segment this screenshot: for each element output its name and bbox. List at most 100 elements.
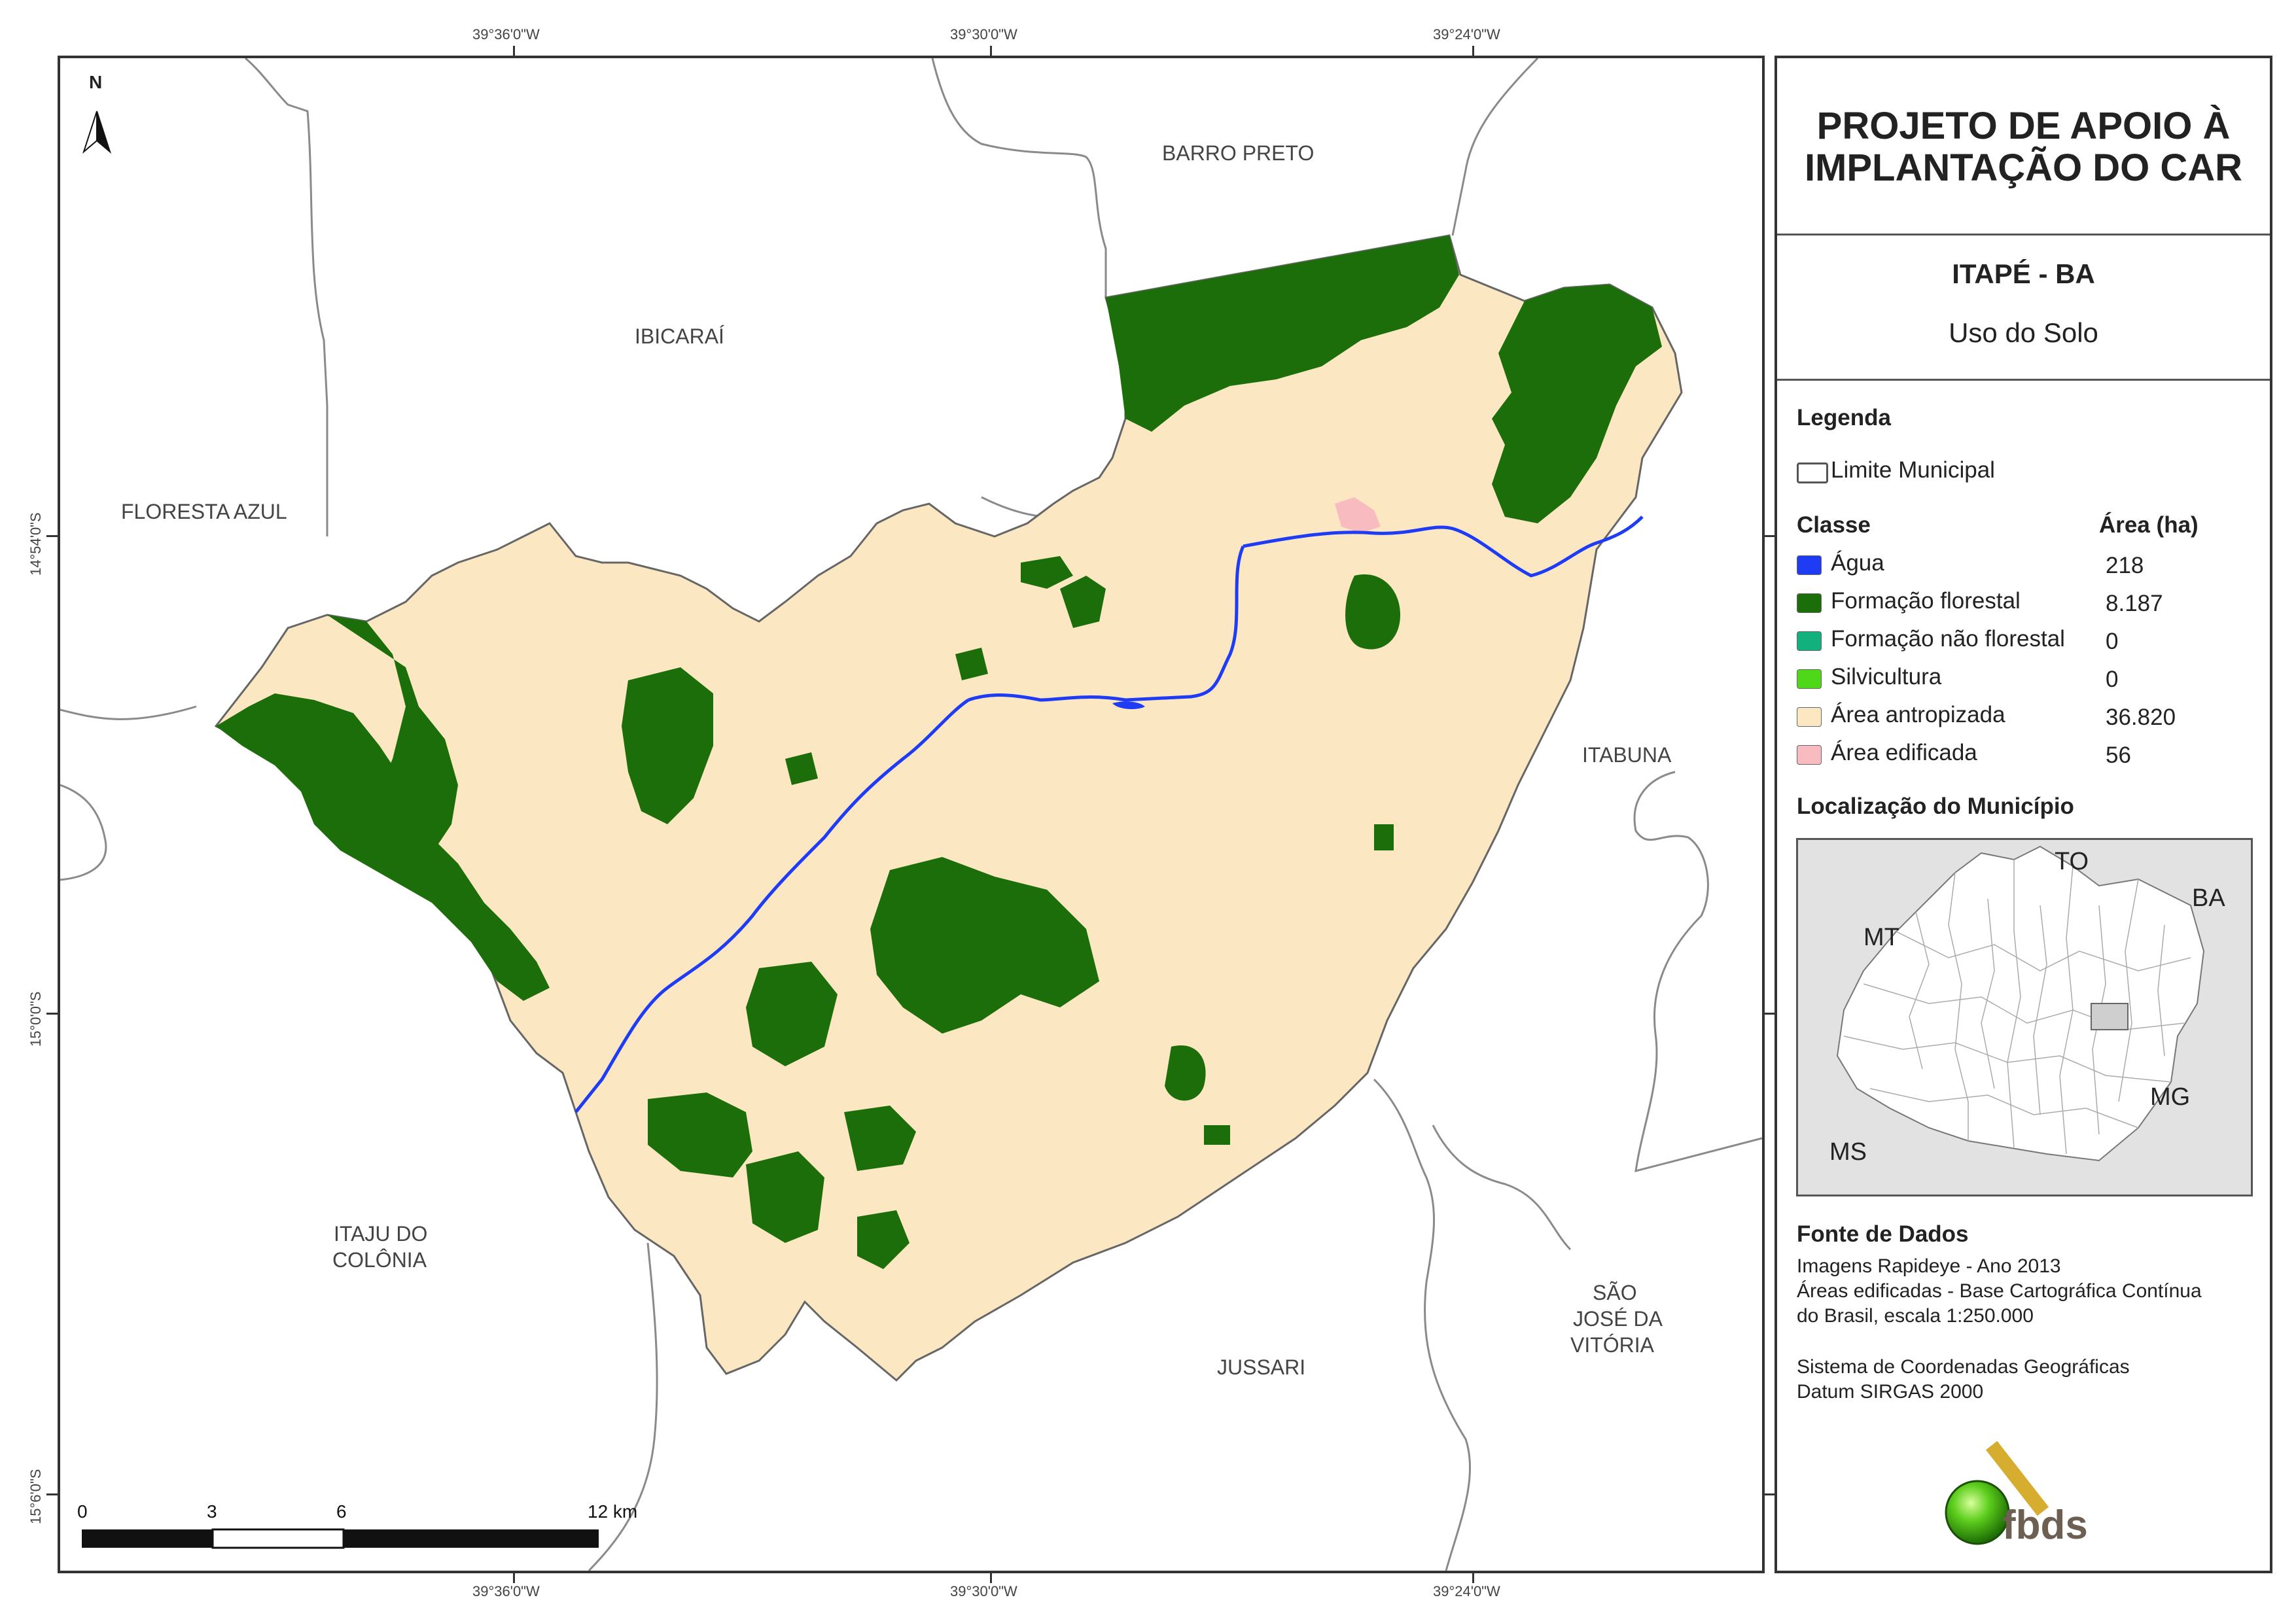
tick-right-1: [1765, 535, 1776, 537]
boundary-itabuna-east: [1633, 771, 1762, 1173]
coord-bottom-2: 39°30'0"W: [950, 1583, 1017, 1599]
forest-patch-mid-3: [785, 752, 818, 785]
legend-row-label: Formação florestal: [1831, 588, 2021, 614]
label-sao-jose-line2: JOSÉ DA: [1573, 1307, 1663, 1331]
built-swatch: [1797, 745, 1822, 765]
tick-top-3: [1472, 46, 1474, 57]
forest-patch-north: [1106, 236, 1459, 432]
legend-row-value: 218: [2106, 553, 2144, 578]
forest-patch-central-east: [1060, 576, 1106, 628]
tick-left-2: [46, 1013, 58, 1015]
rivers: [574, 515, 1644, 1113]
anthropized-swatch: [1797, 707, 1822, 727]
tick-right-2: [1765, 1013, 1776, 1015]
logo-ball: [1945, 1480, 2010, 1545]
inset-line: [2157, 924, 2165, 1056]
coord-bottom-3: 39°24'0"W: [1433, 1583, 1500, 1599]
boundary-ibicarai-west: [245, 58, 328, 536]
logo-bar: [1985, 1440, 2049, 1516]
scale-bar-seg2: [211, 1528, 345, 1549]
label-sao-jose-line3: VITÓRIA: [1570, 1333, 1655, 1357]
legend-row: Formação não florestal 0: [1797, 625, 2255, 657]
label-sao-jose-line1: SÃO: [1593, 1281, 1637, 1304]
divider-1: [1777, 234, 2270, 236]
north-arrow-right: [96, 111, 112, 154]
boundary-floresta-south: [60, 705, 197, 720]
scale-bar-seg1: [82, 1529, 213, 1548]
panel-subtitle: Uso do Solo: [1949, 317, 2098, 348]
inset-map[interactable]: TO BA MT MG MS: [1796, 838, 2253, 1196]
north-arrow-left: [82, 111, 97, 154]
forest-patch-center: [870, 857, 1099, 1034]
legend-row: Água 218: [1797, 549, 2255, 582]
silviculture-swatch: [1797, 669, 1822, 689]
north-arrow-label: N: [89, 72, 103, 92]
legend-row: Área edificada 56: [1797, 739, 2255, 771]
municipality-itape: [214, 234, 1683, 1382]
legend-row: Área antropizada 36.820: [1797, 701, 2255, 733]
scale-label-0: 0: [77, 1501, 88, 1522]
boundary-label: Limite Municipal: [1831, 457, 1995, 483]
forest-patch-west: [216, 693, 550, 1001]
forest-patch-east-2: [1165, 1045, 1206, 1101]
crs-line: Datum SIRGAS 2000: [1797, 1381, 1984, 1403]
inset-municipal-lines: [1843, 860, 2191, 1155]
coord-left-2: 15°0'0"S: [27, 991, 44, 1047]
water-swatch: [1797, 555, 1822, 575]
map-canvas[interactable]: [60, 58, 1762, 1571]
source-line: Áreas edificadas - Base Cartográfica Con…: [1797, 1280, 2202, 1302]
inset-map-svg: [1836, 845, 2205, 1162]
forest-patch-sw-1: [857, 1210, 910, 1269]
inset-label-mg: MG: [2150, 1083, 2191, 1111]
inset-line: [2033, 905, 2047, 1115]
tick-left-3: [46, 1493, 58, 1495]
tick-bottom-2: [990, 1572, 992, 1583]
forest-patch-south-west: [648, 1092, 752, 1178]
forest-swatch: [1797, 593, 1822, 613]
inset-line: [2059, 865, 2074, 1155]
boundary-itabuna-west: [1373, 1078, 1471, 1571]
inset-state-outline: [1836, 845, 2205, 1162]
forest-patch-east-pond: [1345, 574, 1400, 650]
river-tributary-west: [968, 545, 1245, 702]
source-line: do Brasil, escala 1:250.000: [1797, 1305, 2034, 1327]
crs-line: Sistema de Coordenadas Geográficas: [1797, 1356, 2130, 1378]
inset-label-mt: MT: [1863, 924, 1899, 951]
label-itaju-line1: ITAJU DO: [334, 1222, 428, 1246]
forest-patch-se-1: [1374, 824, 1394, 850]
area-heading: Área (ha): [2099, 512, 2199, 538]
logo-text: fbds: [2002, 1503, 2088, 1548]
label-jussari: JUSSARI: [1217, 1355, 1306, 1379]
inset-label-ba: BA: [2192, 884, 2225, 912]
coord-top-2: 39°30'0"W: [950, 26, 1017, 43]
forest-patch-mid-2: [955, 648, 988, 680]
legend-row-label: Área antropizada: [1831, 702, 2005, 727]
inset-line: [1896, 931, 2191, 971]
source-heading: Fonte de Dados: [1797, 1221, 1969, 1247]
location-heading: Localização do Município: [1797, 794, 2074, 819]
nonforest-swatch: [1797, 631, 1822, 651]
boundary-barro-preto-west: [931, 58, 1107, 298]
built-area: [1335, 497, 1381, 533]
legend-row: Silvicultura 0: [1797, 663, 2255, 695]
tick-top-2: [990, 46, 992, 57]
class-heading: Classe: [1797, 512, 1871, 538]
inset-line: [2118, 879, 2139, 1102]
inset-line: [1909, 911, 1930, 1070]
forest-patch-east-3: [1204, 1125, 1230, 1145]
forest-patches: [216, 236, 1662, 1269]
neighbor-boundaries: [60, 58, 1762, 1571]
coord-top-1: 39°36'0"W: [472, 26, 540, 43]
legend-boundary: Limite Municipal: [1797, 456, 2255, 489]
tick-top-1: [513, 46, 515, 57]
tick-bottom-3: [1472, 1572, 1474, 1583]
panel-municipality: ITAPÉ - BA: [1952, 258, 2095, 289]
forest-patch-center-2: [746, 962, 838, 1066]
legend-row-value: 0: [2106, 667, 2119, 692]
inset-highlight: [2091, 1003, 2128, 1030]
boundary-swatch: [1797, 462, 1828, 483]
river-main: [1243, 515, 1644, 578]
legend-row-label: Silvicultura: [1831, 664, 1942, 689]
tick-right-3: [1765, 1493, 1776, 1495]
scale-label-12: 12 km: [588, 1501, 638, 1522]
